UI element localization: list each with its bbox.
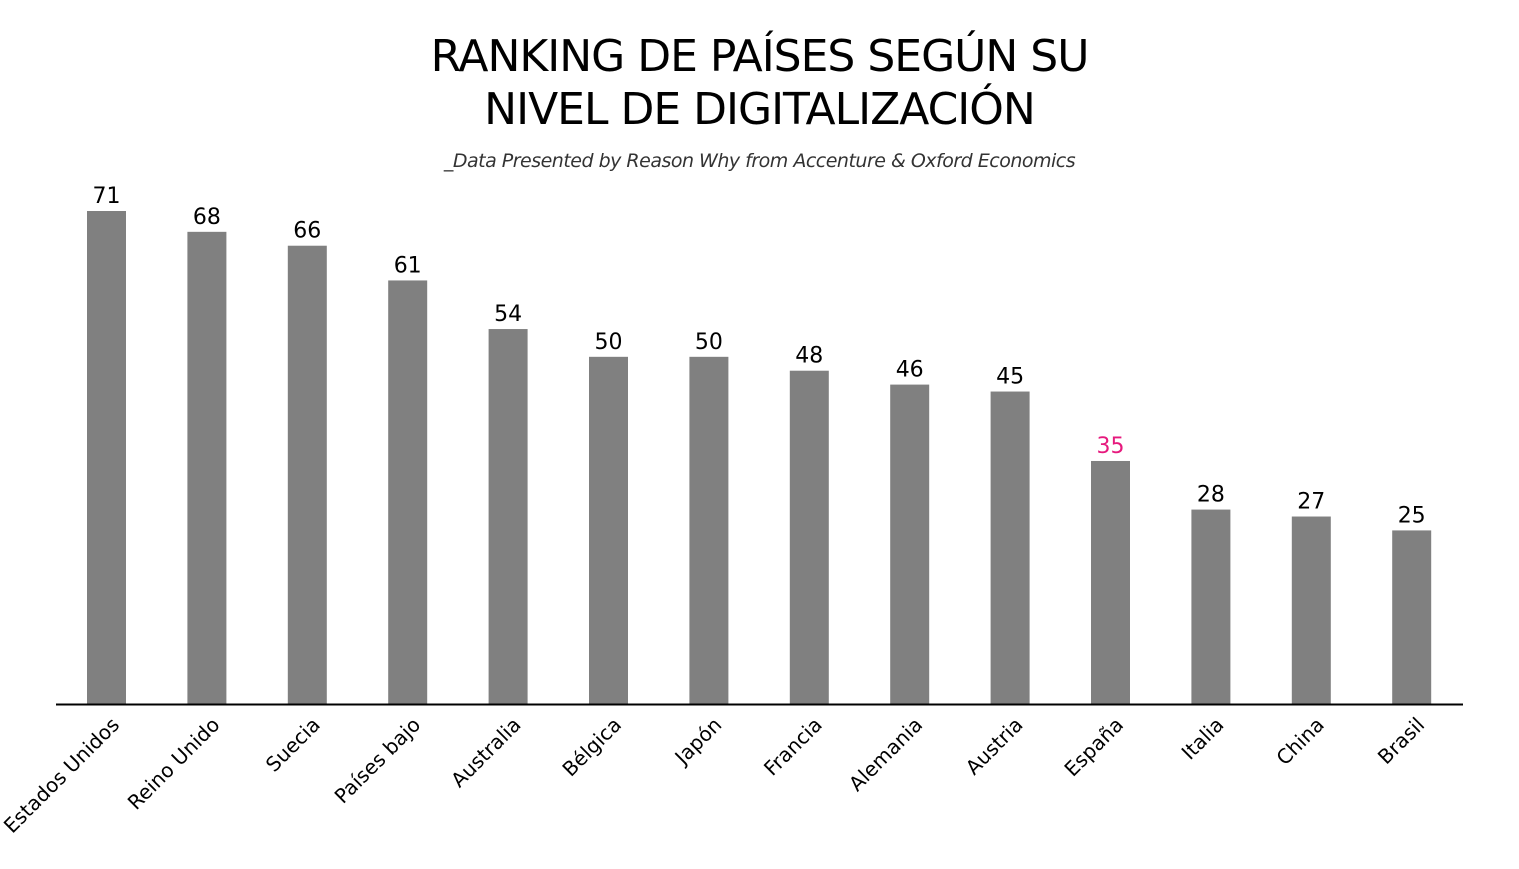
value-label-belgica: 50 xyxy=(595,330,623,355)
category-label-japon: Japón xyxy=(669,713,727,771)
category-label-estados-unidos: Estados Unidos xyxy=(0,713,124,838)
value-label-francia: 48 xyxy=(795,344,823,369)
bar-alemania xyxy=(890,384,930,704)
chart-title-line1: RANKING DE PAÍSES SEGÚN SU xyxy=(430,31,1090,82)
category-label-australia: Australia xyxy=(446,713,526,793)
value-labels-group: 71 68 66 61 54 50 50 48 46 45 35 28 27 25 xyxy=(93,184,1426,528)
bar-brasil xyxy=(1392,530,1432,704)
value-label-suecia: 66 xyxy=(293,219,321,244)
value-label-paises-bajo: 61 xyxy=(394,253,422,278)
bar-japon xyxy=(689,356,729,704)
value-label-estados-unidos: 71 xyxy=(93,184,121,209)
category-label-reino-unido: Reino Unido xyxy=(123,713,225,815)
value-label-espana: 35 xyxy=(1097,434,1125,459)
bars-group xyxy=(87,211,1432,704)
bar-austria xyxy=(990,391,1030,704)
chart-subtitle: _Data Presented by Reason Why from Accen… xyxy=(443,150,1076,172)
bar-reino-unido xyxy=(187,231,227,704)
category-label-austria: Austria xyxy=(961,713,1028,780)
value-label-japon: 50 xyxy=(695,330,723,355)
value-label-australia: 54 xyxy=(494,302,522,327)
bar-belgica xyxy=(589,356,628,704)
category-label-alemania: Alemania xyxy=(844,713,927,796)
value-label-alemania: 46 xyxy=(896,358,924,383)
bar-francia xyxy=(789,370,829,704)
category-label-italia: Italia xyxy=(1177,713,1229,765)
category-label-brasil: Brasil xyxy=(1373,713,1429,769)
chart-title-line2: NIVEL DE DIGITALIZACIÓN xyxy=(484,84,1036,135)
bar-suecia xyxy=(287,245,327,704)
value-label-italia: 28 xyxy=(1197,483,1225,508)
bar-espana xyxy=(1091,460,1130,704)
category-label-francia: Francia xyxy=(759,713,827,781)
value-label-austria: 45 xyxy=(996,365,1024,390)
value-label-reino-unido: 68 xyxy=(193,205,221,230)
category-label-belgica: Bélgica xyxy=(557,713,626,782)
bar-paises-bajo xyxy=(388,280,428,704)
bar-italia xyxy=(1191,509,1231,704)
bar-china xyxy=(1291,516,1331,704)
value-label-china: 27 xyxy=(1297,490,1325,515)
category-label-paises-bajo: Países bajo xyxy=(330,713,426,809)
category-label-espana: España xyxy=(1059,713,1128,782)
bar-australia xyxy=(488,329,528,704)
category-label-china: China xyxy=(1271,713,1328,770)
value-label-brasil: 25 xyxy=(1398,503,1426,528)
bar-estados-unidos xyxy=(87,211,126,704)
category-label-suecia: Suecia xyxy=(261,713,325,777)
